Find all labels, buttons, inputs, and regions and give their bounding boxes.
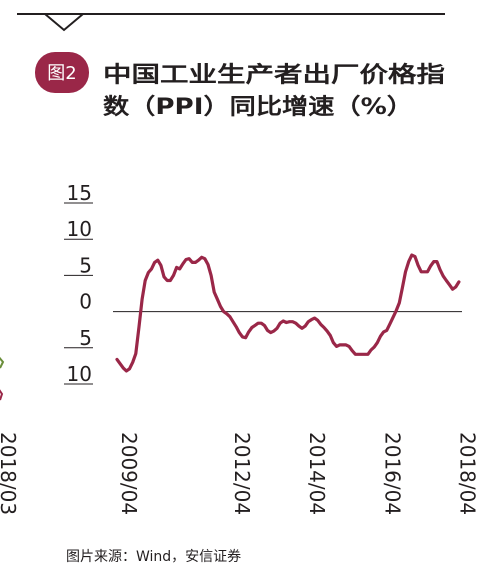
source-note: 图片来源：Wind，安信证券 xyxy=(66,549,241,565)
x-tick-label: 2012/04 xyxy=(230,432,254,515)
y-tick-label: 5 xyxy=(79,253,92,277)
y-tick-label: 15 xyxy=(67,181,92,205)
clipped-left-line xyxy=(0,389,4,401)
x-tick-label: 2009/04 xyxy=(117,432,141,515)
clipped-left-marker xyxy=(0,356,5,369)
chart-title-line-1: 中国工业生产者出厂价格指 xyxy=(103,62,445,88)
figure-badge-label: 图2 xyxy=(47,63,76,84)
header-rule xyxy=(17,13,445,32)
y-tick-label: 5 xyxy=(79,326,92,350)
series-layer xyxy=(115,253,461,373)
y-axis: 15 10 5 0 5 10 xyxy=(64,181,93,386)
x-axis: 2009/04 2012/04 2014/04 2016/04 2018/04 xyxy=(117,432,480,515)
header-chevron-icon xyxy=(44,13,84,32)
x-tick-label: 2014/04 xyxy=(305,432,329,515)
y-tick-label: 10 xyxy=(67,217,92,241)
clipped-left-fragment: 2018/03 xyxy=(0,356,20,515)
y-tick-label: 0 xyxy=(79,290,92,314)
chart-title-line-2: 数（PPI）同比增速（%） xyxy=(103,94,413,120)
x-tick-label: 2016/04 xyxy=(381,432,405,515)
figure-badge-pill xyxy=(35,52,89,93)
figure-badge: 图2 xyxy=(35,52,89,93)
ppi-series-line xyxy=(115,253,461,373)
x-tick-label: 2018/04 xyxy=(456,432,480,515)
clipped-left-label: 2018/03 xyxy=(0,432,20,515)
y-tick-label: 10 xyxy=(67,362,92,386)
